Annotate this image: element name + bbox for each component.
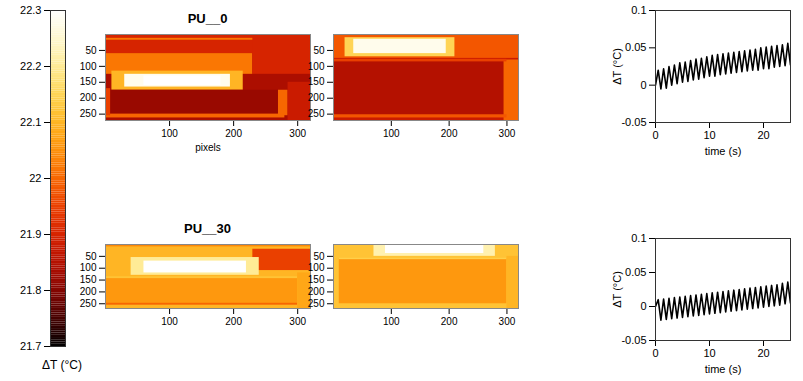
svg-text:300: 300 [289, 316, 306, 327]
svg-text:0.1: 0.1 [631, 232, 646, 244]
svg-text:300: 300 [289, 128, 306, 139]
svg-text:200: 200 [80, 286, 97, 297]
svg-text:0.05: 0.05 [625, 266, 646, 278]
svg-text:100: 100 [80, 262, 97, 273]
svg-text:22.2: 22.2 [20, 60, 41, 72]
html-text:PU__0: PU__0 [187, 11, 228, 26]
svg-text:0: 0 [652, 347, 658, 359]
svg-text:250: 250 [80, 298, 97, 309]
svg-text:10: 10 [703, 347, 715, 359]
svg-text:150: 150 [80, 274, 97, 285]
svg-text:21.7: 21.7 [20, 340, 41, 352]
svg-text:200: 200 [80, 92, 97, 103]
svg-text:-0.05: -0.05 [621, 334, 646, 346]
svg-text:250: 250 [308, 298, 325, 309]
html-text:ΔT (°C): ΔT (°C) [42, 358, 82, 372]
svg-text:20: 20 [757, 347, 769, 359]
svg-text:50: 50 [85, 251, 97, 262]
svg-text:150: 150 [80, 76, 97, 87]
svg-text:100: 100 [161, 316, 178, 327]
svg-text:time (s): time (s) [705, 145, 742, 157]
svg-text:150: 150 [308, 274, 325, 285]
svg-text:50: 50 [313, 251, 325, 262]
svg-text:100: 100 [80, 61, 97, 72]
svg-text:0.1: 0.1 [631, 4, 646, 16]
svg-text:200: 200 [225, 128, 242, 139]
svg-text:pixels: pixels [195, 142, 221, 153]
svg-text:10: 10 [703, 129, 715, 141]
svg-text:0: 0 [652, 129, 658, 141]
svg-text:50: 50 [313, 45, 325, 56]
svg-text:200: 200 [441, 128, 458, 139]
svg-text:0.05: 0.05 [625, 41, 646, 53]
svg-text:0: 0 [640, 79, 646, 91]
svg-text:300: 300 [499, 128, 516, 139]
svg-text:-0.05: -0.05 [621, 116, 646, 128]
svg-text:100: 100 [308, 262, 325, 273]
svg-text:21.8: 21.8 [20, 284, 41, 296]
svg-text:time (s): time (s) [705, 363, 742, 375]
svg-text:200: 200 [308, 286, 325, 297]
svg-text:200: 200 [225, 316, 242, 327]
svg-text:100: 100 [161, 128, 178, 139]
svg-text:20: 20 [757, 129, 769, 141]
svg-text:150: 150 [308, 76, 325, 87]
svg-text:200: 200 [441, 316, 458, 327]
svg-text:ΔT (°C): ΔT (°C) [611, 48, 623, 85]
svg-text:0: 0 [640, 300, 646, 312]
svg-text:300: 300 [499, 316, 516, 327]
svg-text:250: 250 [80, 108, 97, 119]
svg-text:200: 200 [308, 92, 325, 103]
svg-text:22: 22 [29, 172, 41, 184]
svg-text:21.9: 21.9 [20, 228, 41, 240]
svg-text:250: 250 [308, 108, 325, 119]
svg-text:100: 100 [308, 61, 325, 72]
svg-text:50: 50 [85, 45, 97, 56]
svg-text:100: 100 [383, 316, 400, 327]
svg-text:ΔT (°C): ΔT (°C) [611, 271, 623, 308]
svg-text:22.3: 22.3 [20, 4, 41, 16]
html-text:PU__30: PU__30 [184, 221, 231, 236]
svg-text:100: 100 [383, 128, 400, 139]
svg-text:22.1: 22.1 [20, 116, 41, 128]
